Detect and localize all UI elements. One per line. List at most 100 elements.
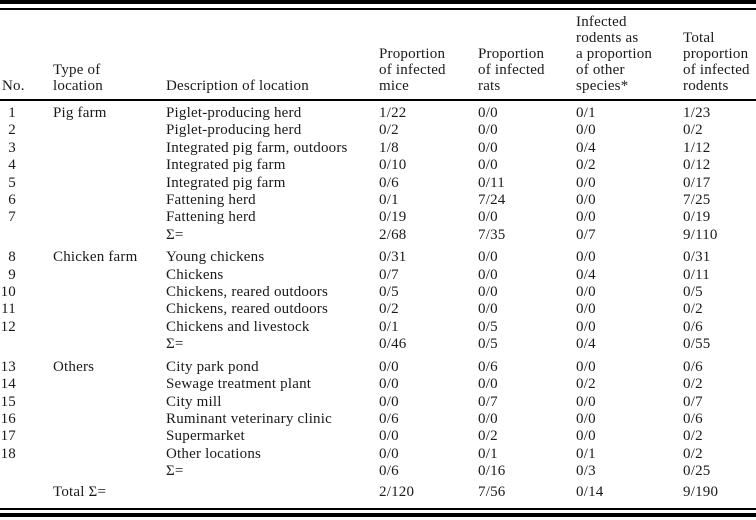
other-species-value-cell: 0/1 bbox=[576, 105, 596, 121]
location-type-cell bbox=[53, 284, 166, 301]
location-type-cell bbox=[53, 428, 166, 445]
row-number-cell: 6 bbox=[0, 192, 53, 209]
location-description-cell: Integrated pig farm bbox=[166, 157, 286, 174]
total-value-cell: 0/55 bbox=[683, 336, 711, 353]
table-row: 11 Chickens, reared outdoors 0/2 0/0 0/0 0/2 bbox=[0, 301, 756, 318]
row-number: 15 bbox=[0, 393, 16, 410]
location-description-cell: Integrated pig farm bbox=[166, 174, 286, 191]
location-type-cell bbox=[53, 376, 166, 393]
table-row: 6 Fattening herd 0/1 7/24 0/0 7/25 bbox=[0, 192, 756, 209]
location-type-cell bbox=[53, 394, 166, 411]
other-species-value-cell: 0/0 bbox=[576, 358, 596, 375]
other-species-value-cell: 0/7 bbox=[576, 226, 596, 243]
column-header-other-species: Infected rodents as a proportion of othe… bbox=[576, 11, 683, 101]
column-header-mice: Proportion of infected mice bbox=[379, 11, 478, 101]
rats-value-cell: 0/0 bbox=[478, 157, 498, 174]
mice-value-cell: 0/1 bbox=[379, 192, 399, 209]
other-species-value-cell: 0/0 bbox=[576, 410, 596, 427]
rats-value-cell: 0/0 bbox=[478, 122, 498, 139]
rats-value-cell: 0/0 bbox=[478, 410, 498, 427]
location-description-cell: Chickens, reared outdoors bbox=[166, 301, 329, 318]
other-species-value-cell: 0/0 bbox=[576, 192, 596, 209]
rats-value-cell: 0/5 bbox=[478, 318, 498, 335]
other-species-value-cell: 0/2 bbox=[576, 157, 596, 174]
location-description-cell: Fattening herd bbox=[166, 192, 256, 209]
mice-value-cell: 0/0 bbox=[379, 358, 399, 375]
total-value-cell: 0/2 bbox=[683, 301, 703, 318]
location-description-cell: City mill bbox=[166, 393, 222, 410]
row-number: 12 bbox=[0, 318, 16, 335]
mice-value-cell: 0/0 bbox=[379, 393, 399, 410]
row-number: 1 bbox=[8, 105, 16, 121]
grand-total-row: Total Σ= 2/120 7/56 0/14 9/190 bbox=[0, 481, 756, 501]
row-number-cell: 18 bbox=[0, 446, 53, 463]
table-row: 17 Supermarket 0/0 0/2 0/0 0/2 bbox=[0, 428, 756, 445]
total-value-cell: 0/31 bbox=[683, 249, 711, 266]
table-row: 10 Chickens, reared outdoors 0/5 0/0 0/0 0/5 bbox=[0, 284, 756, 301]
mice-value-cell: 0/0 bbox=[379, 376, 399, 393]
mice-value-cell: 0/6 bbox=[379, 174, 399, 191]
location-description-cell: Chickens and livestock bbox=[166, 318, 310, 335]
total-value-cell: 0/7 bbox=[683, 393, 703, 410]
row-number: 17 bbox=[0, 428, 16, 445]
total-value-cell: 0/2 bbox=[683, 428, 703, 445]
row-number: 3 bbox=[8, 139, 16, 156]
rats-value-cell: 0/1 bbox=[478, 445, 498, 462]
other-species-value-cell: 0/2 bbox=[576, 376, 596, 393]
other-species-value-cell: 0/0 bbox=[576, 249, 596, 266]
row-number-cell bbox=[0, 463, 53, 480]
location-type-cell bbox=[53, 411, 166, 428]
column-header-no: No. bbox=[0, 11, 53, 101]
table-row: 4 Integrated pig farm 0/10 0/0 0/2 0/12 bbox=[0, 157, 756, 174]
row-number-cell: 15 bbox=[0, 394, 53, 411]
location-description-cell: City park pond bbox=[166, 358, 259, 375]
total-value-cell: 9/110 bbox=[683, 226, 718, 243]
location-type-cell bbox=[53, 192, 166, 209]
row-number-cell: 10 bbox=[0, 284, 53, 301]
total-value-cell: 0/2 bbox=[683, 445, 703, 462]
location-type-cell: Chicken farm bbox=[53, 249, 138, 266]
row-number: 6 bbox=[8, 192, 16, 209]
row-number-cell: 17 bbox=[0, 428, 53, 445]
location-description-cell: Chickens bbox=[166, 266, 224, 283]
table-row: 13 Others City park pond 0/0 0/6 0/0 0/6 bbox=[0, 354, 756, 376]
rats-value-cell: 0/0 bbox=[478, 105, 498, 121]
mice-value-cell: 1/8 bbox=[379, 139, 399, 156]
other-species-value-cell: 0/14 bbox=[576, 483, 604, 500]
rats-value-cell: 0/2 bbox=[478, 428, 498, 445]
table-row: 2 Piglet-producing herd 0/2 0/0 0/0 0/2 bbox=[0, 122, 756, 139]
table-row: 8 Chicken farm Young chickens 0/31 0/0 0/0 0/3… bbox=[0, 244, 756, 266]
location-type-cell bbox=[53, 301, 166, 318]
location-description-cell: Integrated pig farm, outdoors bbox=[166, 139, 348, 156]
mice-value-cell: 0/6 bbox=[379, 410, 399, 427]
table-body: 1 Pig farm Piglet-producing herd 1/22 0/0 0/1… bbox=[0, 100, 756, 501]
row-number: 8 bbox=[8, 249, 16, 266]
table-row: 3 Integrated pig farm, outdoors 1/8 0/0 0/4 1… bbox=[0, 140, 756, 157]
location-description-cell bbox=[166, 481, 379, 501]
row-number: 2 bbox=[8, 122, 16, 139]
rats-value-cell: 0/5 bbox=[478, 336, 498, 353]
location-type-cell bbox=[53, 209, 166, 226]
location-description-cell: Piglet-producing herd bbox=[166, 105, 302, 121]
bottom-border-thin bbox=[0, 508, 756, 510]
row-number-cell: 3 bbox=[0, 140, 53, 157]
other-species-value-cell: 0/0 bbox=[576, 301, 596, 318]
table-row: 18 Other locations 0/0 0/1 0/1 0/2 bbox=[0, 446, 756, 463]
mice-value-cell: 0/7 bbox=[379, 266, 399, 283]
table-row: 5 Integrated pig farm 0/6 0/11 0/0 0/17 bbox=[0, 175, 756, 192]
row-number: 13 bbox=[0, 358, 16, 375]
row-number-cell: 5 bbox=[0, 175, 53, 192]
mice-value-cell: 1/22 bbox=[379, 105, 407, 121]
location-description-cell: Chickens, reared outdoors bbox=[166, 284, 329, 301]
mice-value-cell: 0/5 bbox=[379, 284, 399, 301]
location-description-cell: Ruminant veterinary clinic bbox=[166, 410, 332, 427]
table-row: 16 Ruminant veterinary clinic 0/6 0/0 0/0 0/6 bbox=[0, 411, 756, 428]
other-species-value-cell: 0/0 bbox=[576, 393, 596, 410]
location-type-cell bbox=[53, 319, 166, 336]
table-row: 1 Pig farm Piglet-producing herd 1/22 0/0 0/1… bbox=[0, 100, 756, 122]
sigma-label: Σ= bbox=[166, 226, 184, 243]
column-header-location-type: Type of location bbox=[53, 11, 166, 101]
total-value-cell: 0/17 bbox=[683, 174, 711, 191]
top-border-thick bbox=[0, 0, 756, 4]
rats-value-cell: 0/0 bbox=[478, 139, 498, 156]
